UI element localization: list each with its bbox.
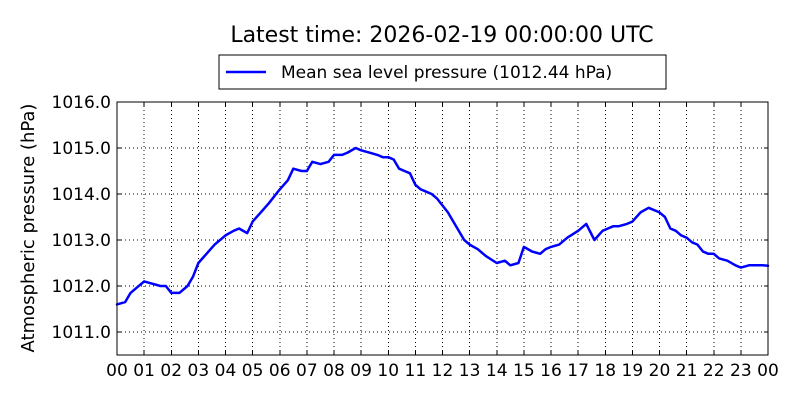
x-tick-label: 08 [323, 361, 345, 381]
x-tick-label: 14 [486, 361, 508, 381]
x-tick-label: 17 [567, 361, 589, 381]
y-tick-label: 1015.0 [52, 139, 111, 159]
legend-box [218, 54, 667, 90]
series-line-mean-sea-level-pressure [115, 146, 770, 306]
x-tick-label: 09 [350, 361, 372, 381]
x-tick-label: 20 [649, 361, 671, 381]
x-tick-label: 05 [242, 361, 264, 381]
x-tick-label: 02 [160, 361, 182, 381]
x-tick-label: 22 [703, 361, 725, 381]
x-tick-label: 21 [676, 361, 698, 381]
x-tick-label: 06 [269, 361, 291, 381]
x-tick-label: 00 [106, 361, 128, 381]
grid [117, 102, 768, 355]
x-tick-label: 03 [188, 361, 210, 381]
x-tick-label: 11 [405, 361, 427, 381]
legend: Mean sea level pressure (1012.44 hPa) [218, 54, 667, 90]
y-axis-label: Atmospheric pressure (hPa) [18, 104, 39, 353]
x-tick-label: 18 [594, 361, 616, 381]
y-tick-label: 1012.0 [52, 277, 111, 297]
y-tick-label: 1014.0 [52, 185, 111, 205]
x-tick-label: 16 [540, 361, 562, 381]
x-tick-label: 13 [459, 361, 481, 381]
x-tick-labels: 00 01 02 03 04 05 06 07 08 09 10 11 12 13 14 15 16 17 18 19… [106, 361, 779, 381]
x-tick-label: 01 [133, 361, 155, 381]
chart-title: Latest time: 2026-02-19 00:00:00 UTC [230, 23, 653, 48]
legend-label: Mean sea level pressure (1012.44 hPa) [281, 63, 612, 83]
x-tick-label: 04 [215, 361, 237, 381]
x-tick-label: 00 [757, 361, 779, 381]
ticks [116, 101, 769, 355]
x-tick-label: 19 [622, 361, 644, 381]
x-tick-label: 12 [432, 361, 454, 381]
y-tick-label: 1016.0 [52, 93, 111, 113]
plot-area-frame [116, 101, 769, 356]
y-tick-labels: 1011.0 1012.0 1013.0 1014.0 1015.0 1016.0 [52, 93, 111, 343]
x-tick-label: 15 [513, 361, 535, 381]
x-tick-label: 07 [296, 361, 318, 381]
x-tick-label: 10 [377, 361, 399, 381]
series-layer [115, 146, 770, 306]
y-tick-label: 1013.0 [52, 231, 111, 251]
x-tick-label: 23 [730, 361, 752, 381]
y-tick-label: 1011.0 [52, 323, 111, 343]
